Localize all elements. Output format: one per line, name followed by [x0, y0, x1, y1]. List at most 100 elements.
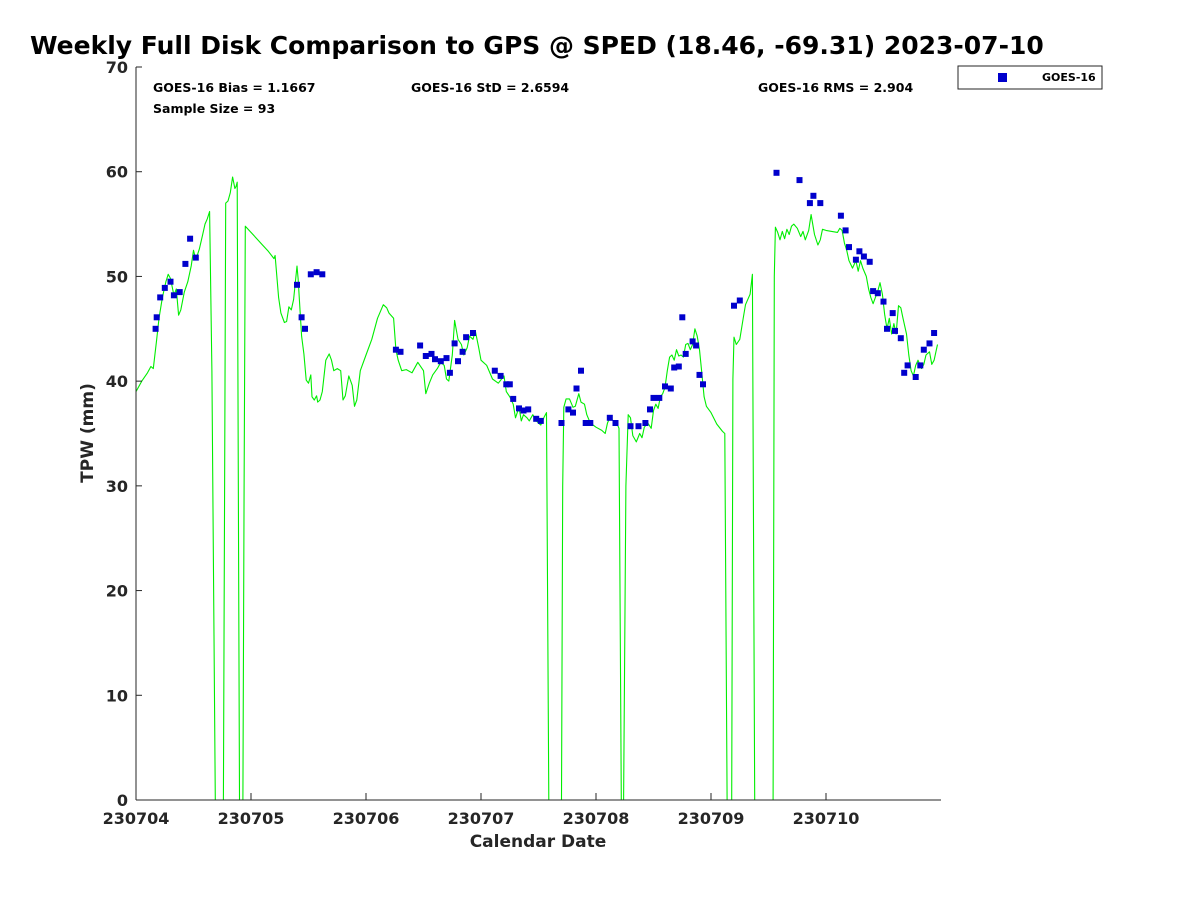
goes16-data-point	[773, 169, 780, 176]
goes16-data-point	[443, 355, 450, 362]
sample-size-stat: Sample Size = 93	[153, 101, 275, 116]
goes16-data-point	[693, 342, 700, 349]
x-tick-label: 230704	[103, 809, 170, 828]
y-tick-label: 60	[106, 163, 128, 182]
goes16-scatter-series	[152, 169, 938, 430]
goes16-data-point	[432, 356, 438, 363]
x-tick-label: 230705	[218, 809, 285, 828]
goes16-data-point	[176, 289, 183, 296]
goes16-data-point	[392, 346, 399, 353]
y-axis-ticks: 0 10 20 30 40 50 60 70	[106, 58, 142, 810]
goes16-data-point	[463, 334, 470, 341]
goes16-data-point	[679, 314, 686, 321]
goes16-data-point	[533, 415, 540, 422]
goes16-data-point	[682, 350, 689, 357]
goes16-data-point	[671, 364, 678, 371]
goes16-data-point	[161, 284, 168, 291]
goes16-data-point	[510, 395, 517, 402]
plot-area	[136, 67, 941, 800]
goes16-data-point	[642, 420, 649, 426]
goes16-data-point	[302, 325, 308, 332]
x-tick-label: 230707	[448, 809, 515, 828]
rms-stat: GOES-16 RMS = 2.904	[758, 80, 913, 95]
goes16-data-point	[428, 350, 435, 357]
goes16-data-point	[491, 367, 498, 374]
goes16-data-point	[627, 423, 634, 430]
x-tick-label: 230706	[333, 809, 400, 828]
goes16-data-point	[667, 385, 674, 392]
goes16-data-point	[294, 281, 300, 288]
goes16-data-point	[731, 302, 737, 309]
goes16-data-point	[696, 371, 703, 378]
chart-title: Weekly Full Disk Comparison to GPS @ SPE…	[30, 31, 1044, 60]
goes16-data-point	[635, 423, 642, 430]
x-tick-label: 230709	[678, 809, 745, 828]
goes16-data-point	[866, 258, 873, 265]
goes16-data-point	[497, 372, 504, 379]
goes16-data-point	[842, 227, 849, 234]
goes16-data-point	[313, 269, 320, 276]
goes16-data-point	[578, 367, 584, 374]
goes16-data-point	[582, 420, 589, 426]
goes16-data-point	[192, 254, 199, 261]
x-axis-label: Calendar Date	[470, 832, 607, 852]
y-tick-label: 10	[106, 686, 128, 705]
goes16-data-point	[675, 363, 682, 370]
goes16-data-point	[870, 288, 877, 295]
goes16-data-point	[459, 348, 466, 355]
x-tick-label: 230710	[793, 809, 860, 828]
goes16-data-point	[856, 248, 863, 255]
goes16-data-point	[520, 407, 527, 414]
goes16-data-point	[455, 358, 461, 365]
y-tick-label: 20	[106, 582, 128, 601]
goes16-data-point	[810, 192, 817, 199]
goes16-data-point	[662, 383, 668, 390]
goes16-data-point	[319, 271, 326, 278]
goes16-data-point	[837, 212, 844, 219]
y-axis-label: TPW (mm)	[78, 383, 98, 483]
legend-marker-square	[998, 73, 1007, 82]
y-tick-label: 70	[106, 58, 128, 77]
goes16-data-point	[570, 409, 576, 416]
goes16-data-point	[912, 374, 919, 380]
bias-stat: GOES-16 Bias = 1.1667	[153, 80, 315, 95]
goes16-data-point	[650, 394, 657, 401]
goes16-data-point	[806, 200, 813, 207]
goes16-data-point	[926, 340, 933, 347]
goes16-data-point	[931, 330, 938, 336]
goes16-data-point	[397, 348, 404, 355]
goes16-data-point	[700, 381, 706, 388]
goes16-data-point	[852, 256, 859, 263]
goes16-data-point	[889, 310, 896, 317]
goes16-data-point	[612, 420, 619, 426]
goes16-data-point	[647, 406, 653, 413]
goes16-data-point	[656, 394, 663, 401]
goes16-data-point	[901, 369, 908, 376]
goes16-data-point	[796, 177, 803, 184]
goes16-data-point	[537, 417, 544, 424]
y-tick-label: 40	[106, 372, 128, 391]
x-tick-label: 230708	[563, 809, 630, 828]
gps-line-segment	[135, 210, 216, 801]
goes16-data-point	[157, 294, 164, 301]
goes16-data-point	[736, 297, 743, 304]
y-tick-label: 30	[106, 477, 128, 496]
y-tick-label: 50	[106, 267, 128, 286]
legend-label-goes16: GOES-16	[1042, 71, 1096, 84]
goes16-data-point	[860, 253, 867, 260]
goes16-data-point	[170, 292, 177, 299]
goes16-data-point	[917, 362, 924, 369]
goes16-data-point	[503, 381, 510, 388]
goes16-data-point	[846, 244, 852, 251]
goes16-data-point	[470, 330, 476, 336]
goes16-data-point	[437, 358, 444, 365]
goes16-data-point	[874, 290, 881, 297]
goes16-data-point	[897, 335, 904, 342]
goes16-data-point	[153, 314, 160, 321]
legend-box	[957, 65, 1103, 90]
goes16-data-point	[525, 406, 532, 413]
goes16-data-point	[167, 278, 174, 285]
goes16-data-point	[573, 385, 580, 392]
goes16-data-point	[565, 406, 572, 413]
